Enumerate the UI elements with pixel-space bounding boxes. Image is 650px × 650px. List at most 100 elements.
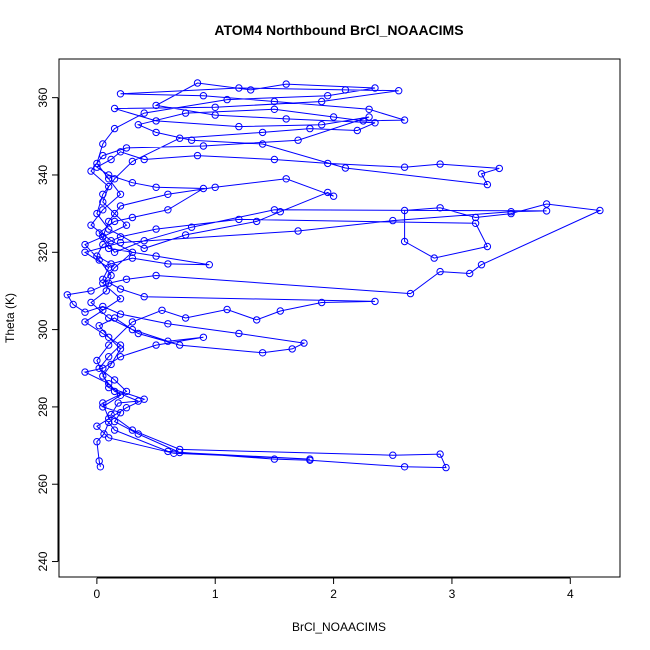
data-point: [140, 244, 148, 253]
data-point: [110, 248, 119, 257]
data-point: [110, 426, 119, 434]
x-axis-label: BrCl_NOAACIMS: [292, 620, 386, 634]
data-point: [116, 391, 125, 399]
data-point: [128, 426, 137, 434]
data-point: [105, 182, 113, 191]
data-point: [247, 86, 255, 94]
data-point: [276, 307, 284, 315]
data-point: [128, 325, 137, 334]
data-point: [276, 208, 284, 216]
data-point: [99, 399, 107, 407]
data-point: [436, 267, 444, 276]
data-point: [436, 204, 444, 212]
data-point: [95, 364, 103, 372]
data-point: [122, 387, 131, 396]
data-point: [270, 155, 279, 164]
data-point: [105, 414, 113, 423]
data-point: [596, 206, 604, 215]
data-point: [128, 318, 137, 326]
data-point: [99, 151, 107, 160]
data-point: [110, 417, 119, 426]
data-point: [318, 298, 326, 307]
data-point: [477, 170, 486, 178]
series-points: [63, 79, 604, 472]
data-point: [110, 124, 119, 133]
data-point: [187, 223, 196, 231]
plot-area-frame: [58, 58, 621, 578]
data-point: [140, 395, 148, 403]
data-point: [95, 457, 103, 465]
data-point: [100, 430, 108, 438]
data-point: [128, 179, 137, 187]
data-point: [471, 213, 480, 222]
data-point: [128, 254, 137, 262]
data-point: [93, 356, 101, 365]
data-point: [211, 103, 219, 112]
data-point: [395, 87, 403, 95]
data-point: [116, 148, 125, 156]
data-point: [99, 206, 107, 214]
series-line: [66, 82, 602, 469]
data-point: [69, 300, 77, 309]
data-point: [199, 333, 208, 341]
data-point: [442, 463, 450, 472]
data-point: [318, 121, 326, 129]
data-point: [99, 190, 107, 199]
data-point: [430, 254, 438, 262]
data-point: [371, 84, 379, 92]
data-point: [542, 207, 551, 215]
data-point: [116, 202, 125, 210]
data-point: [99, 372, 107, 380]
data-point: [128, 157, 137, 166]
data-point: [193, 79, 202, 87]
data-point: [235, 329, 243, 338]
data-point: [164, 320, 172, 328]
data-point: [140, 237, 148, 245]
data-point: [122, 404, 131, 412]
data-point: [365, 113, 373, 121]
data-point: [87, 167, 95, 175]
data-point: [389, 451, 397, 459]
data-point: [105, 353, 113, 361]
data-point: [99, 302, 107, 311]
data-point: [116, 409, 125, 417]
data-point: [105, 225, 113, 233]
data-point: [282, 175, 290, 183]
data-point: [116, 233, 125, 241]
data-point: [400, 463, 409, 471]
data-point: [306, 455, 314, 463]
data-point: [105, 333, 113, 341]
data-point: [341, 86, 350, 94]
data-point: [400, 237, 409, 246]
data-point: [371, 297, 379, 306]
data-point: [270, 105, 279, 114]
data-point: [116, 353, 125, 361]
data-point: [324, 92, 332, 100]
data-point: [140, 109, 148, 117]
data-point: [181, 231, 190, 239]
data-point: [324, 188, 332, 197]
data-point: [87, 298, 95, 307]
data-point: [81, 318, 89, 326]
data-point: [306, 124, 314, 133]
data-point: [107, 237, 115, 245]
data-point: [235, 84, 243, 92]
data-point: [107, 155, 115, 164]
data-point: [371, 119, 379, 127]
data-point: [176, 341, 184, 349]
data-point: [400, 206, 409, 215]
data-point: [158, 306, 166, 314]
data-point: [99, 240, 107, 249]
data-point: [116, 238, 125, 247]
data-point: [87, 287, 95, 295]
data-point: [87, 221, 95, 229]
data-point: [329, 192, 338, 200]
data-point: [105, 314, 113, 322]
data-point: [128, 213, 137, 222]
data-point: [483, 242, 492, 251]
data-point: [110, 376, 119, 384]
chart-title: ATOM4 Northbound BrCl_NOAACIMS: [214, 22, 463, 38]
data-point: [110, 264, 119, 272]
data-point: [253, 316, 261, 324]
